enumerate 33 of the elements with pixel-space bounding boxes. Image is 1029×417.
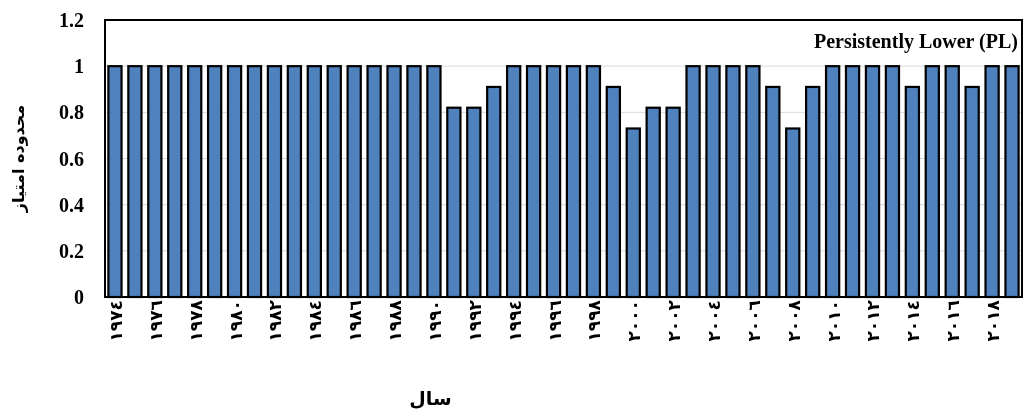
x-tick-label: ١٩٨٢ xyxy=(265,299,286,342)
x-tick-label: ١٩٧٤ xyxy=(105,300,126,342)
y-tick-label: 0.8 xyxy=(59,101,84,124)
x-tick-label: ١٩٩٢ xyxy=(464,299,485,342)
x-tick-label: ٢٠٠٠ xyxy=(624,300,645,342)
x-tick-label: ١٩٩٤ xyxy=(504,300,525,342)
x-tick-label: ٢٠٠٤ xyxy=(704,300,725,342)
y-tick-label: 1 xyxy=(74,55,84,78)
x-tick-label: ٢٠١٦ xyxy=(943,300,964,342)
x-tick-label: ١٩٨٠ xyxy=(225,300,246,342)
x-tick-label: ٢٠٠٦ xyxy=(743,300,764,342)
y-tick-label: 0.2 xyxy=(59,239,84,262)
x-tick-label: ٢٠١٤ xyxy=(903,300,924,342)
y-tick-label: 0.6 xyxy=(59,147,84,170)
y-tick-label: 0.4 xyxy=(59,193,84,216)
text: Persistently Lower (PL) xyxy=(813,30,1018,53)
x-tick-label: ٢٠٠٢ xyxy=(664,299,685,342)
x-axis-title: سال xyxy=(409,387,452,409)
x-tick-label: ٢٠١٨ xyxy=(983,299,1004,342)
x-tick-label: ١٩٩٠ xyxy=(424,300,445,342)
x-tick-label: ٢٠٠٨ xyxy=(783,299,804,342)
y-tick-label: 1.2 xyxy=(59,9,84,31)
x-tick-label: ١٩٧٦ xyxy=(145,300,166,342)
x-tick-label: ١٩٩٨ xyxy=(584,299,605,342)
x-tick-label: ١٩٨٦ xyxy=(345,300,366,342)
x-tick-label: ١٩٧٨ xyxy=(185,299,206,342)
x-tick-label: ٢٠١٠ xyxy=(823,300,844,342)
y-tick-label: 0 xyxy=(74,286,84,308)
x-tick-label: ١٩٨٨ xyxy=(385,299,406,342)
y-axis-title: محدوده امتیاز xyxy=(9,104,28,214)
x-tick-label: ١٩٩٦ xyxy=(544,300,565,342)
x-tick-label: ٢٠١٢ xyxy=(863,299,884,342)
x-tick-label: ١٩٨٤ xyxy=(305,300,326,342)
